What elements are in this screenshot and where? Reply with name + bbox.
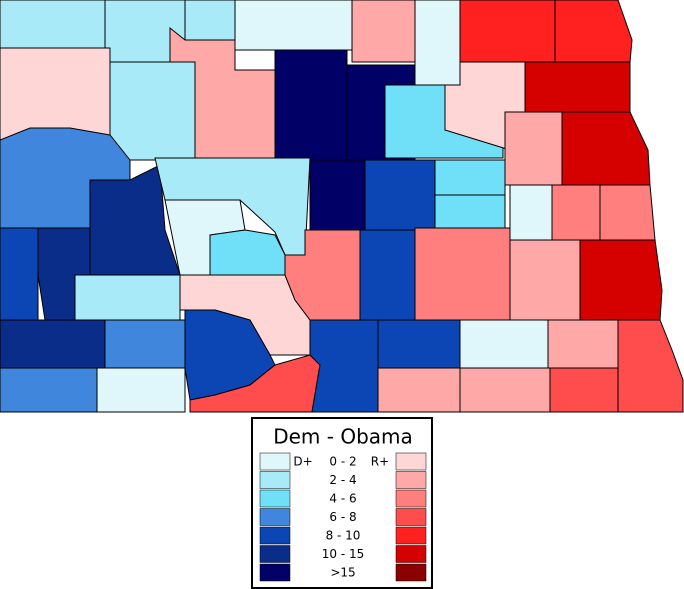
- legend-swatch: [395, 545, 427, 563]
- legend-swatch: [259, 563, 291, 582]
- county: [561, 111, 651, 186]
- legend-label: 6 - 8: [329, 510, 356, 524]
- county: [509, 184, 553, 241]
- county: [0, 227, 39, 331]
- county: [459, 0, 556, 63]
- county: [0, 47, 111, 141]
- county: [184, 0, 236, 41]
- county: [434, 159, 506, 196]
- county: [599, 184, 656, 241]
- legend-swatch: [259, 545, 291, 563]
- county: [504, 111, 563, 186]
- legend-swatch: [395, 452, 427, 471]
- legend-swatch: [259, 526, 291, 545]
- legend-swatch: [395, 508, 427, 526]
- county: [524, 61, 631, 113]
- county: [0, 0, 106, 49]
- county-map: [0, 0, 684, 413]
- legend-swatch: [395, 526, 427, 545]
- legend-swatch: [259, 471, 291, 489]
- legend-swatch: [395, 471, 427, 489]
- county: [209, 229, 286, 276]
- county: [359, 229, 416, 321]
- county: [554, 0, 633, 63]
- county: [377, 319, 461, 369]
- county: [309, 159, 366, 231]
- county: [104, 319, 186, 369]
- county: [274, 49, 348, 161]
- county: [459, 319, 549, 369]
- county: [509, 239, 581, 321]
- legend-swatch: [259, 452, 291, 471]
- county: [377, 367, 461, 413]
- county: [434, 194, 506, 229]
- county: [96, 367, 186, 413]
- county: [109, 61, 196, 161]
- legend: Dem - Obama D+ R+ 0 - 2 2 - 4 4 - 6 6 - 8 8 …: [251, 417, 433, 589]
- county: [551, 184, 601, 241]
- legend-label: 10 - 15: [322, 547, 365, 561]
- county: [459, 367, 551, 413]
- county: [414, 0, 461, 86]
- county: [547, 319, 619, 369]
- county: [617, 319, 684, 413]
- legend-label: 0 - 2: [329, 455, 356, 469]
- county: [549, 367, 619, 413]
- legend-label: >15: [330, 566, 355, 580]
- county: [351, 0, 416, 63]
- legend-label: 4 - 6: [329, 492, 356, 506]
- legend-swatch: [259, 489, 291, 508]
- legend-header: D+: [293, 455, 312, 469]
- legend-label: 2 - 4: [329, 473, 356, 487]
- legend-swatch: [259, 508, 291, 526]
- county: [234, 0, 353, 51]
- county: [309, 319, 379, 413]
- county: [579, 239, 663, 321]
- legend-swatch: [395, 563, 427, 582]
- legend-title: Dem - Obama: [273, 425, 413, 449]
- legend-swatch: [395, 489, 427, 508]
- county: [74, 274, 181, 321]
- county: [0, 319, 106, 369]
- county: [364, 159, 436, 231]
- legend-label: 8 - 10: [326, 529, 361, 543]
- county: [0, 367, 98, 413]
- legend-header: R+: [371, 455, 389, 469]
- county: [414, 227, 511, 321]
